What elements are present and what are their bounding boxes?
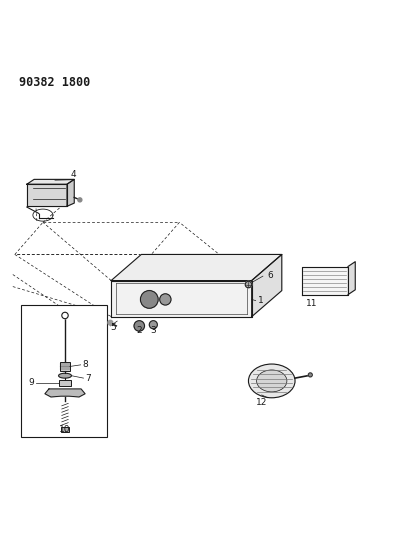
Text: 90382 1800: 90382 1800 xyxy=(19,76,90,89)
Text: 8: 8 xyxy=(82,360,88,369)
Circle shape xyxy=(78,198,82,202)
Text: 6: 6 xyxy=(268,271,274,280)
Text: 11: 11 xyxy=(306,300,317,309)
Polygon shape xyxy=(111,254,282,280)
Text: 10: 10 xyxy=(59,425,71,434)
Bar xyxy=(60,362,70,371)
Circle shape xyxy=(62,312,68,319)
Polygon shape xyxy=(348,262,355,295)
Text: 7: 7 xyxy=(85,374,91,383)
Text: 2: 2 xyxy=(136,326,142,335)
Circle shape xyxy=(108,320,113,325)
Text: 1: 1 xyxy=(258,296,263,305)
Ellipse shape xyxy=(59,373,71,378)
Circle shape xyxy=(140,290,158,308)
Bar xyxy=(21,305,107,437)
Polygon shape xyxy=(27,180,74,184)
Polygon shape xyxy=(45,389,85,397)
Ellipse shape xyxy=(256,370,287,392)
Bar xyxy=(61,427,69,432)
Circle shape xyxy=(160,294,171,305)
Polygon shape xyxy=(27,184,67,206)
Ellipse shape xyxy=(248,364,295,398)
Text: 4: 4 xyxy=(70,170,76,179)
Text: 9: 9 xyxy=(28,378,34,387)
Polygon shape xyxy=(252,254,282,317)
Circle shape xyxy=(149,321,158,329)
Polygon shape xyxy=(111,280,252,317)
Text: 3: 3 xyxy=(151,326,156,335)
Circle shape xyxy=(245,281,252,288)
Bar xyxy=(59,379,71,386)
Text: 5: 5 xyxy=(110,322,116,332)
Polygon shape xyxy=(302,266,348,295)
Circle shape xyxy=(308,373,312,377)
Circle shape xyxy=(134,321,144,331)
Text: 12: 12 xyxy=(256,398,267,407)
Polygon shape xyxy=(67,180,74,206)
